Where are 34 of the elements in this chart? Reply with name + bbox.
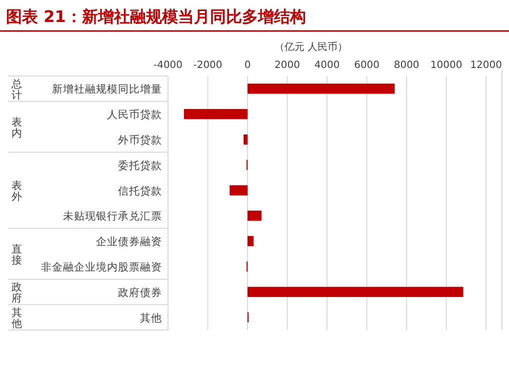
y-tick-label: 政府债券 [118,286,162,299]
y-tick-label: 企业债券融资 [96,235,162,248]
x-tick-label: 2000 [274,60,300,71]
y-tick-label: 信托贷款 [118,184,162,198]
bar [230,185,248,196]
bar [248,84,395,94]
x-tick-label: 4000 [314,60,340,71]
y-tick-label: 委托贷款 [118,158,162,172]
x-axis-title: （亿元 人民币） [274,41,348,53]
x-tick-label: 8000 [394,60,420,71]
y-tick-label: 新增社融规模同比增量 [52,82,162,96]
x-tick-label: -2000 [193,60,222,71]
text: 政府 [12,282,22,305]
chart-title: 图表 21：新增社融规模当月同比多增结构 [6,7,306,26]
text: 总计 [10,77,22,102]
y-tick-label: 其他 [140,311,162,324]
y-tick-label: 非金融企业境内股票融资 [41,260,162,274]
y-tick-label: 外币贷款 [118,134,162,146]
bar [248,210,262,221]
x-tick-label: -4000 [153,60,183,71]
y-tick-label: 人民币贷款 [107,108,162,122]
text: 表外 [12,179,22,204]
bar [248,236,254,246]
bar [244,134,248,145]
text: 其他 [12,306,22,330]
text: 直接 [12,242,22,267]
y-tick-label: 未贴现银行承兑汇票 [63,210,162,223]
bar [248,286,464,297]
x-tick-label: 12000 [470,60,502,71]
x-tick-label: 0 [244,60,251,71]
text: 表内 [12,116,22,140]
x-tick-label: 10000 [430,60,462,71]
x-tick-label: 6000 [354,60,380,71]
bar [184,109,248,120]
